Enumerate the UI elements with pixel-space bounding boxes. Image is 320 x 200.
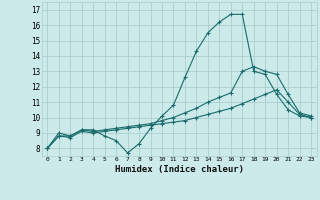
X-axis label: Humidex (Indice chaleur): Humidex (Indice chaleur) (115, 165, 244, 174)
